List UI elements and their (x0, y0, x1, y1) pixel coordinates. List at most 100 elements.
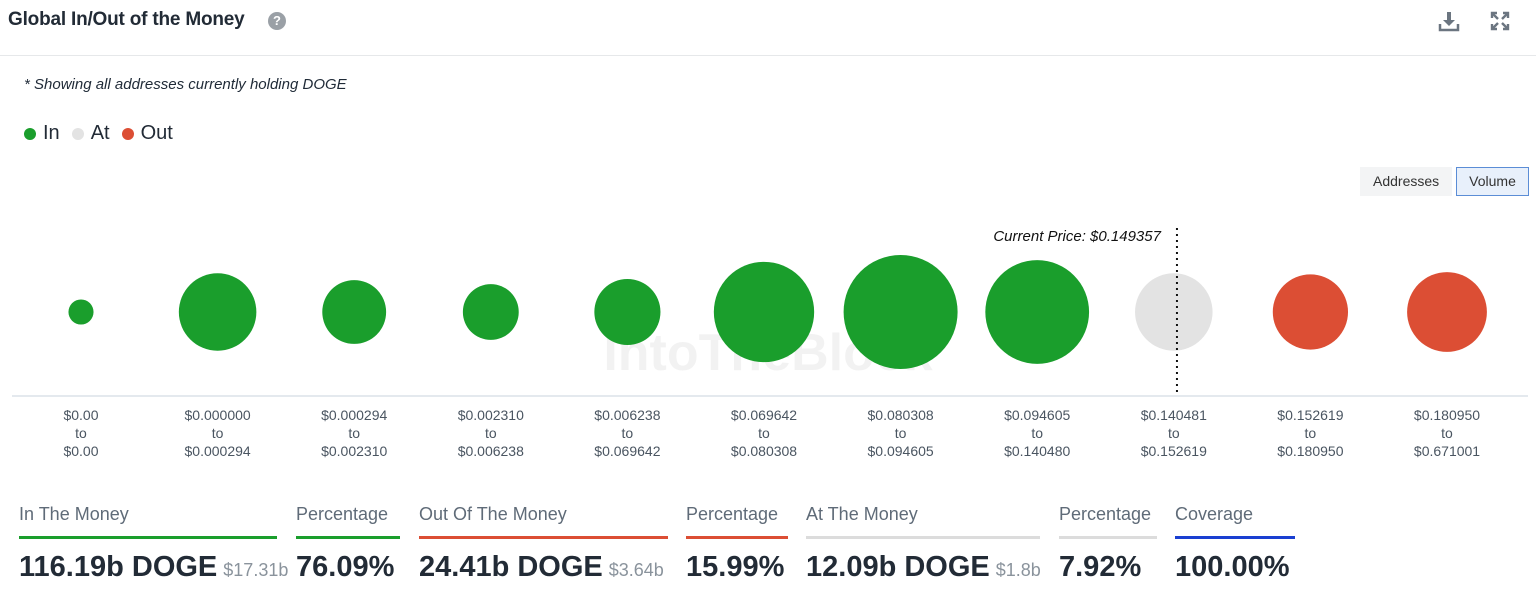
stat-label: At The Money (806, 504, 918, 524)
current-price-label: Current Price: $0.149357 (993, 228, 1161, 245)
stat-in-percentage: Percentage 76.09% (296, 500, 400, 584)
tick-label-to-value: $0.094605 (868, 443, 934, 459)
stat-at-percentage: Percentage 7.92% (1059, 500, 1157, 584)
holding-note: * Showing all addresses currently holdin… (24, 76, 347, 93)
stat-label: Percentage (296, 504, 389, 524)
tick-label-to-value: $0.00 (63, 443, 98, 459)
bubble-chart: IntoTheBlock Current Price: $0.149357 $0… (12, 228, 1528, 459)
tick-label-to: to (212, 425, 224, 441)
tick-label-to: to (348, 425, 360, 441)
stat-label: Coverage (1175, 504, 1254, 524)
bubble-in[interactable] (594, 278, 661, 346)
tick-label-from: $0.140481 (1141, 407, 1207, 423)
tick-label-to-value: $0.180950 (1277, 443, 1343, 459)
tick-label-from: $0.080308 (868, 407, 934, 423)
tick-label-from: $0.069642 (731, 407, 797, 423)
tick-label-from: $0.002310 (458, 407, 524, 423)
stat-value-main: 24.41b DOGE (419, 551, 603, 583)
tick-label-to: to (895, 425, 907, 441)
stat-bar (1175, 536, 1295, 539)
tick-label-to: to (75, 425, 87, 441)
tick-label-to: to (758, 425, 770, 441)
stat-bar (686, 536, 788, 539)
page-title: Global In/Out of the Money (8, 9, 245, 30)
tick-label-to-value: $0.671001 (1414, 443, 1480, 459)
bubble-out[interactable] (1272, 274, 1349, 350)
tick-label-to: to (622, 425, 634, 441)
chart-legend: In At Out (24, 122, 185, 145)
tick-label-from: $0.00 (63, 407, 98, 423)
stat-value: 100.00% (1175, 551, 1290, 583)
stat-value-usd: $3.64b (608, 560, 664, 580)
legend-item-in[interactable]: In (24, 122, 60, 145)
card-header: Global In/Out of the Money ? (0, 0, 1536, 56)
tick-label-to-value: $0.002310 (321, 443, 387, 459)
stat-out-percentage: Percentage 15.99% (686, 500, 788, 584)
tick-label-from: $0.094605 (1004, 407, 1070, 423)
tick-label-from: $0.180950 (1414, 407, 1480, 423)
stat-coverage: Coverage 100.00% (1175, 500, 1295, 584)
tick-label-to: to (1168, 425, 1180, 441)
legend-label-at: At (90, 122, 110, 144)
money-stats: In The Money 116.19b DOGE $17.31b Percent… (0, 500, 1536, 601)
stat-label: Out Of The Money (419, 504, 567, 524)
stat-out-of-the-money: Out Of The Money 24.41b DOGE $3.64b (419, 500, 668, 584)
stat-at-the-money: At The Money 12.09b DOGE $1.8b (806, 500, 1041, 584)
stat-label: Percentage (686, 504, 779, 524)
stat-value: 12.09b DOGE $1.8b (806, 551, 1041, 584)
volume-button[interactable]: Volume (1456, 167, 1529, 196)
stat-value: 24.41b DOGE $3.64b (419, 551, 668, 584)
stat-in-the-money: In The Money 116.19b DOGE $17.31b (19, 500, 288, 584)
bubble-in[interactable] (322, 280, 387, 344)
legend-dot-in (24, 127, 36, 140)
legend-dot-at (71, 127, 84, 140)
tick-label-from: $0.000000 (185, 407, 251, 423)
stat-bar (419, 536, 668, 539)
tick-label-to-value: $0.006238 (458, 443, 524, 459)
tick-label-to: to (1441, 425, 1453, 441)
bubble-in[interactable] (843, 255, 958, 369)
bubble-in[interactable] (178, 273, 257, 351)
legend-item-out[interactable]: Out (121, 122, 173, 145)
expand-icon[interactable] (1489, 10, 1511, 32)
stat-value-usd: $17.31b (223, 560, 289, 580)
tick-label-from: $0.000294 (321, 407, 387, 423)
tick-label-to-value: $0.152619 (1141, 443, 1207, 459)
tick-label-to-value: $0.140480 (1004, 443, 1070, 459)
tick-label-to-value: $0.000294 (185, 443, 251, 459)
stat-bar (296, 536, 400, 539)
measure-toggle: Addresses Volume (1360, 167, 1529, 196)
stat-value-main: 12.09b DOGE (806, 551, 990, 583)
stat-value-main: 116.19b DOGE (19, 551, 218, 583)
download-icon[interactable] (1438, 10, 1460, 32)
stat-label: In The Money (19, 504, 129, 524)
stat-label: Percentage (1059, 504, 1152, 524)
stat-bar (19, 536, 277, 539)
stat-value: 15.99% (686, 551, 785, 583)
legend-dot-out (121, 127, 134, 140)
tick-label-to: to (485, 425, 497, 441)
addresses-button[interactable]: Addresses (1360, 167, 1453, 196)
tick-label-from: $0.006238 (594, 407, 660, 423)
bubble-in[interactable] (985, 260, 1090, 364)
stat-value-usd: $1.8b (995, 560, 1041, 580)
help-icon[interactable]: ? (268, 12, 286, 30)
legend-label-in: In (43, 122, 60, 144)
legend-item-at[interactable]: At (71, 122, 110, 145)
bubble-at[interactable] (1135, 273, 1213, 351)
stat-value: 7.92% (1059, 551, 1142, 583)
stat-bar (1059, 536, 1157, 539)
tick-label-to: to (1031, 425, 1043, 441)
stat-value: 76.09% (296, 551, 395, 583)
tick-label-to-value: $0.080308 (731, 443, 797, 459)
bubble-out[interactable] (1407, 272, 1487, 352)
tick-label-from: $0.152619 (1277, 407, 1343, 423)
tick-label-to-value: $0.069642 (594, 443, 660, 459)
stat-bar (806, 536, 1040, 539)
bubble-in[interactable] (462, 284, 519, 340)
tick-label-to: to (1305, 425, 1317, 441)
stat-value: 116.19b DOGE $17.31b (19, 551, 288, 584)
bubble-in[interactable] (68, 299, 94, 325)
legend-label-out: Out (140, 122, 173, 144)
bubble-in[interactable] (713, 261, 815, 363)
